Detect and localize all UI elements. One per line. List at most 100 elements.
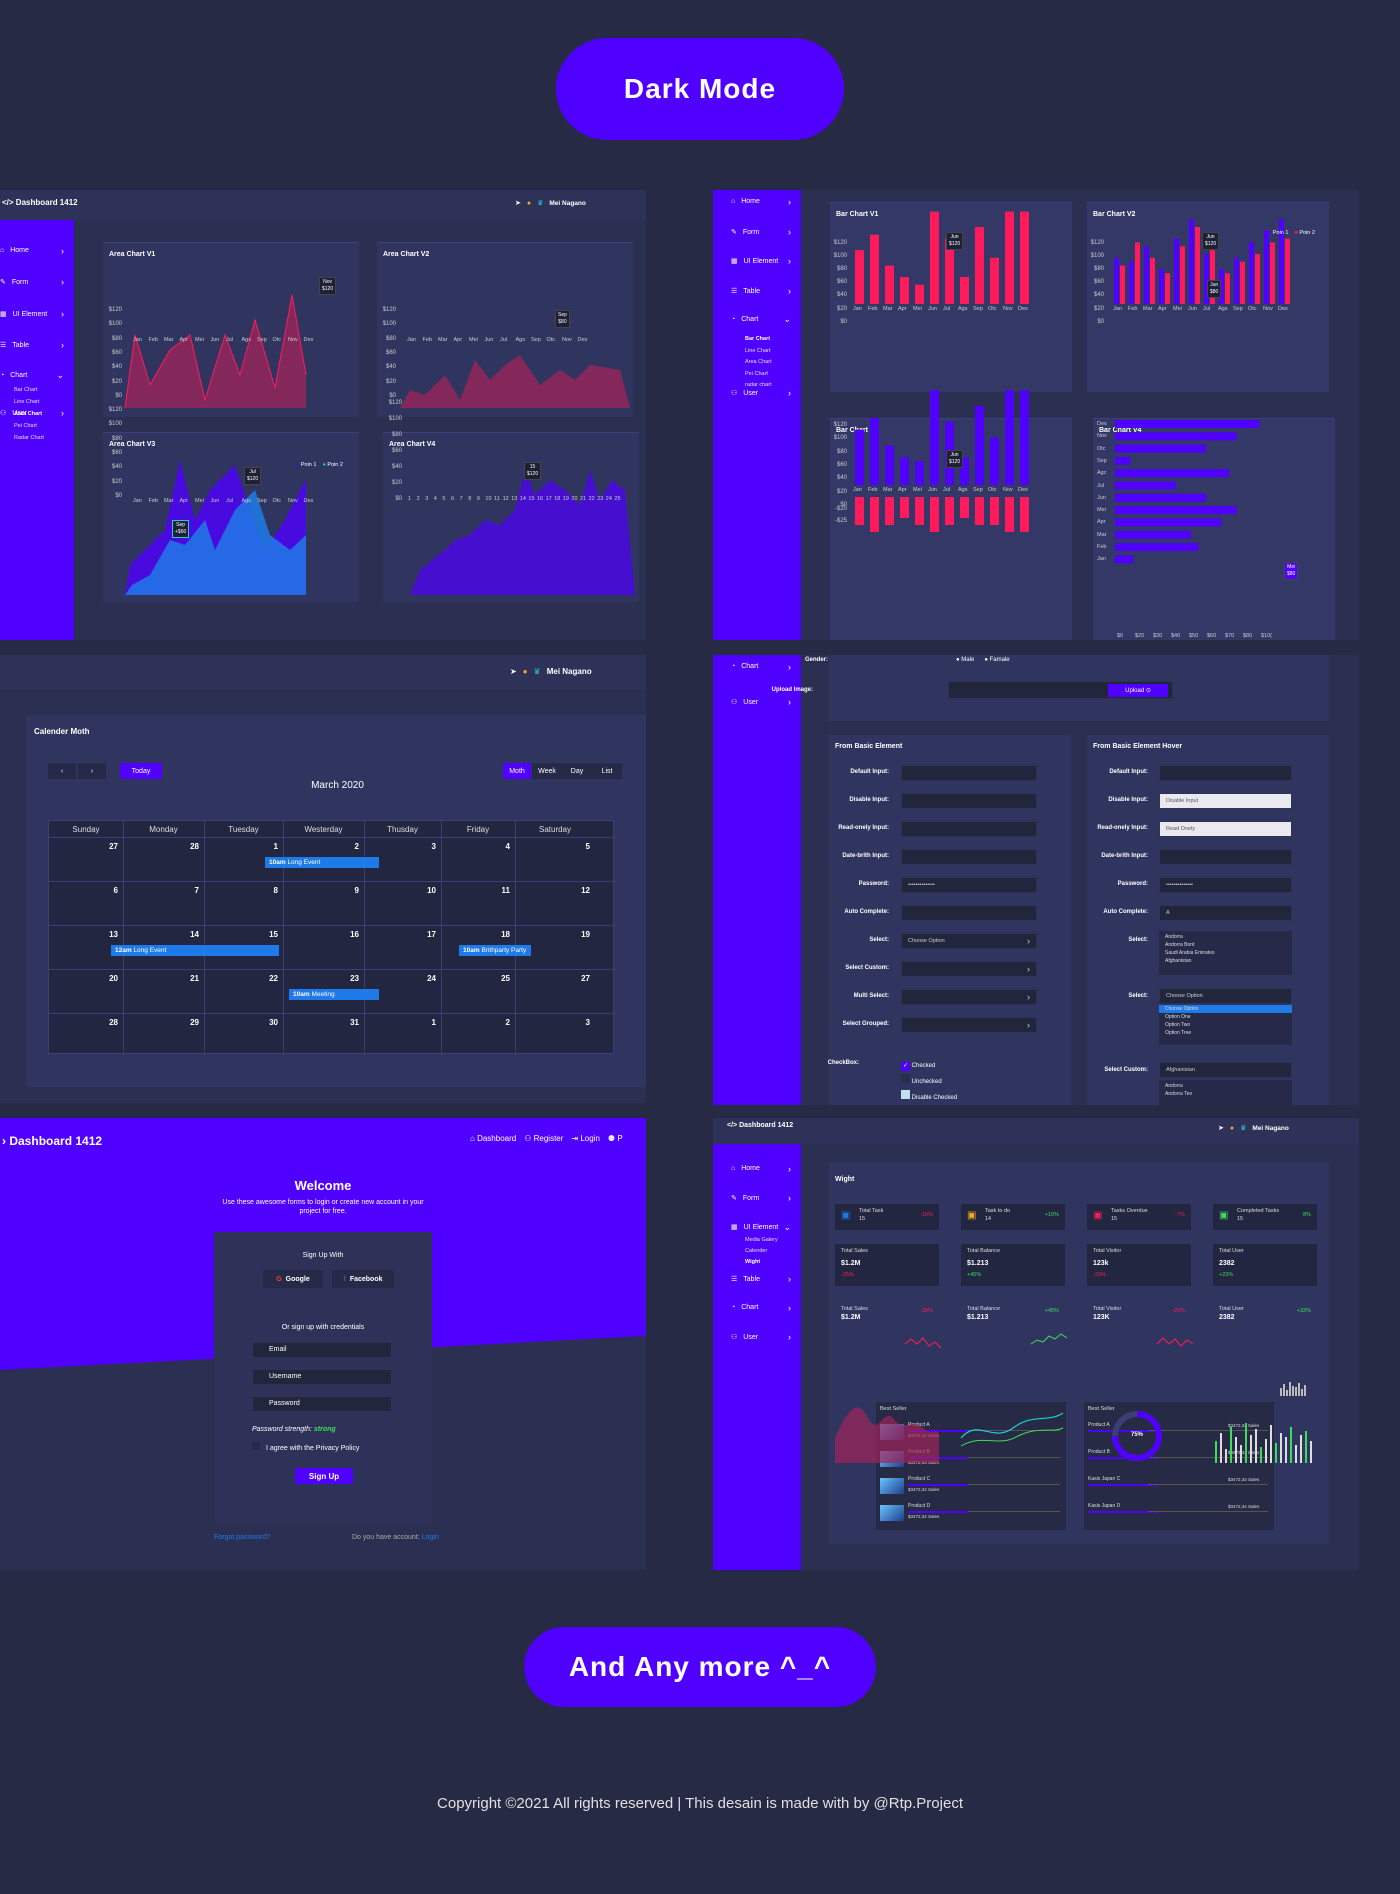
- sidebar-subitem[interactable]: Line Chart: [14, 399, 40, 405]
- day-cell[interactable]: 25: [501, 974, 510, 983]
- sidebar-subitem[interactable]: Radar Chart: [14, 435, 44, 441]
- day-cell[interactable]: 10: [427, 886, 436, 895]
- password-field[interactable]: Password: [252, 1396, 392, 1412]
- sidebar-subitem[interactable]: Pei Chart: [14, 423, 37, 429]
- day-cell[interactable]: 6: [113, 886, 118, 895]
- send-icon[interactable]: ➤: [1218, 1125, 1224, 1132]
- form-input[interactable]: [901, 849, 1037, 865]
- prev-button[interactable]: ‹: [48, 763, 76, 779]
- product-row[interactable]: Product D $3472,34 Sales: [880, 1503, 1060, 1523]
- day-cell[interactable]: 4: [505, 842, 510, 851]
- bell-icon[interactable]: ●: [522, 667, 528, 676]
- sidebar-item-ui-element[interactable]: ▦ UI Element ›: [731, 256, 801, 266]
- send-icon[interactable]: ➤: [510, 667, 517, 676]
- form-input-hover[interactable]: ••••••••••••••: [1159, 877, 1292, 893]
- form-input-hover[interactable]: [1159, 849, 1292, 865]
- sidebar-subitem[interactable]: Line Chart: [745, 347, 771, 354]
- custom-select-list[interactable]: Andorra Andorra Teo: [1159, 1080, 1292, 1105]
- sidebar-subitem[interactable]: radar chart: [745, 382, 772, 388]
- day-cell[interactable]: 21: [190, 974, 199, 983]
- sidebar-subitem[interactable]: Area Chart: [14, 411, 43, 417]
- day-cell[interactable]: 23: [350, 974, 359, 983]
- day-cell[interactable]: 5: [585, 842, 590, 851]
- select-options[interactable]: Choose Option Option One Option Two Option …: [1159, 1005, 1292, 1045]
- sidebar-item-ui-element[interactable]: ▦ UI Element ›: [0, 309, 74, 319]
- sidebar-item-user[interactable]: ⚇ User ›: [731, 1332, 801, 1342]
- view-day[interactable]: Day: [562, 763, 592, 779]
- calendar-event[interactable]: 10am Long Event: [265, 857, 379, 868]
- brand[interactable]: </> Dashboard 1412: [2, 198, 78, 207]
- day-cell[interactable]: 17: [427, 930, 436, 939]
- upload-button[interactable]: Upload ⊙: [1108, 684, 1168, 697]
- sidebar-item-form[interactable]: ✎ Form ›: [731, 1193, 801, 1203]
- sidebar-item-home[interactable]: ⌂ Home ›: [731, 1164, 801, 1174]
- day-cell[interactable]: 19: [581, 930, 590, 939]
- avatar[interactable]: ♛: [537, 200, 544, 207]
- sidebar-item-chart[interactable]: ◔ Chart ⌄: [731, 314, 801, 324]
- user-name[interactable]: Mei Nagano: [546, 667, 592, 676]
- brand[interactable]: </> Dashboard 1412: [727, 1122, 794, 1129]
- bell-icon[interactable]: ●: [526, 199, 532, 207]
- nav-dashboard[interactable]: ⌂ Dashboard: [470, 1134, 517, 1143]
- view-month[interactable]: Moth: [503, 763, 531, 779]
- avatar[interactable]: ♛: [533, 667, 541, 676]
- email-field[interactable]: Email: [252, 1342, 392, 1358]
- sidebar-subitem[interactable]: Pei Chart: [745, 370, 768, 377]
- send-icon[interactable]: ➤: [515, 200, 521, 207]
- form-input-hover[interactable]: A: [1159, 905, 1292, 921]
- sidebar-subitem[interactable]: Wight: [745, 1259, 761, 1265]
- day-cell[interactable]: 9: [354, 886, 359, 895]
- bell-icon[interactable]: ●: [1229, 1124, 1235, 1132]
- username-field[interactable]: Username: [252, 1369, 392, 1385]
- day-cell[interactable]: 14: [190, 930, 199, 939]
- sidebar-item-form[interactable]: ✎ Form ›: [0, 277, 74, 287]
- day-cell[interactable]: 31: [350, 1018, 359, 1027]
- day-cell[interactable]: 28: [109, 1018, 118, 1027]
- day-cell[interactable]: 13: [109, 930, 118, 939]
- sidebar-subitem[interactable]: Calender: [745, 1248, 768, 1254]
- day-cell[interactable]: 16: [350, 930, 359, 939]
- nav-login[interactable]: ⇥ Login: [571, 1134, 600, 1143]
- sidebar-item-table[interactable]: ☰ Table ›: [731, 286, 801, 296]
- view-list[interactable]: List: [592, 763, 622, 779]
- sidebar-item-user[interactable]: ⚇ User ›: [0, 408, 74, 418]
- day-cell[interactable]: 20: [109, 974, 118, 983]
- day-cell[interactable]: 30: [269, 1018, 278, 1027]
- day-cell[interactable]: 8: [273, 886, 278, 895]
- day-cell[interactable]: 18: [501, 930, 510, 939]
- form-input[interactable]: ›: [901, 989, 1037, 1005]
- google-button[interactable]: G Google: [263, 1270, 323, 1288]
- avatar[interactable]: ♛: [1240, 1125, 1247, 1132]
- day-cell[interactable]: 2: [505, 1018, 510, 1027]
- form-input-hover[interactable]: [1159, 765, 1292, 781]
- sidebar-item-form[interactable]: ✎ Form ›: [731, 227, 801, 237]
- view-week[interactable]: Week: [532, 763, 562, 779]
- day-cell[interactable]: 3: [431, 842, 436, 851]
- form-input[interactable]: Choose Option ›: [901, 933, 1037, 949]
- user-name[interactable]: Mei Nagano: [1252, 1124, 1289, 1132]
- gender-radios[interactable]: ● Male ● Famale: [956, 657, 1010, 663]
- sidebar-item-table[interactable]: ☰ Table ›: [731, 1274, 801, 1284]
- form-input-hover[interactable]: Read Onely: [1159, 821, 1292, 837]
- sidebar-item-chart[interactable]: ◔ Chart ›: [731, 661, 791, 672]
- form-input[interactable]: [901, 905, 1037, 921]
- nav-register[interactable]: ⚇ Register: [524, 1134, 564, 1143]
- product-row[interactable]: Kasis Japan D $3472,34 Sales: [1088, 1503, 1268, 1523]
- day-cell[interactable]: 24: [427, 974, 436, 983]
- today-button[interactable]: Today: [120, 763, 162, 779]
- sidebar-subitem[interactable]: Area Chart: [745, 359, 772, 365]
- autocomplete-list[interactable]: Andorra Andorra Bont Saudi Arabia Emirates…: [1159, 931, 1292, 975]
- form-input[interactable]: [901, 793, 1037, 809]
- product-row[interactable]: Kasis Japan C $3472,34 Sales: [1088, 1476, 1268, 1496]
- forgot-password-link[interactable]: Forgot password?: [214, 1534, 271, 1541]
- sidebar-item-user[interactable]: ⚇ User ›: [731, 388, 801, 398]
- form-input[interactable]: ›: [901, 1017, 1037, 1033]
- day-cell[interactable]: 1: [431, 1018, 436, 1027]
- sidebar-item-table[interactable]: ☰ Table ›: [0, 340, 74, 350]
- form-input[interactable]: [901, 765, 1037, 781]
- day-cell[interactable]: 1: [273, 842, 278, 851]
- sidebar-item-home[interactable]: ⌂ Home ›: [0, 246, 74, 256]
- calendar-event[interactable]: 10am Meeting: [289, 989, 379, 1000]
- checkbox-group[interactable]: ✓ Checked Unchecked Disable Checked: [901, 1062, 958, 1101]
- day-cell[interactable]: 3: [585, 1018, 590, 1027]
